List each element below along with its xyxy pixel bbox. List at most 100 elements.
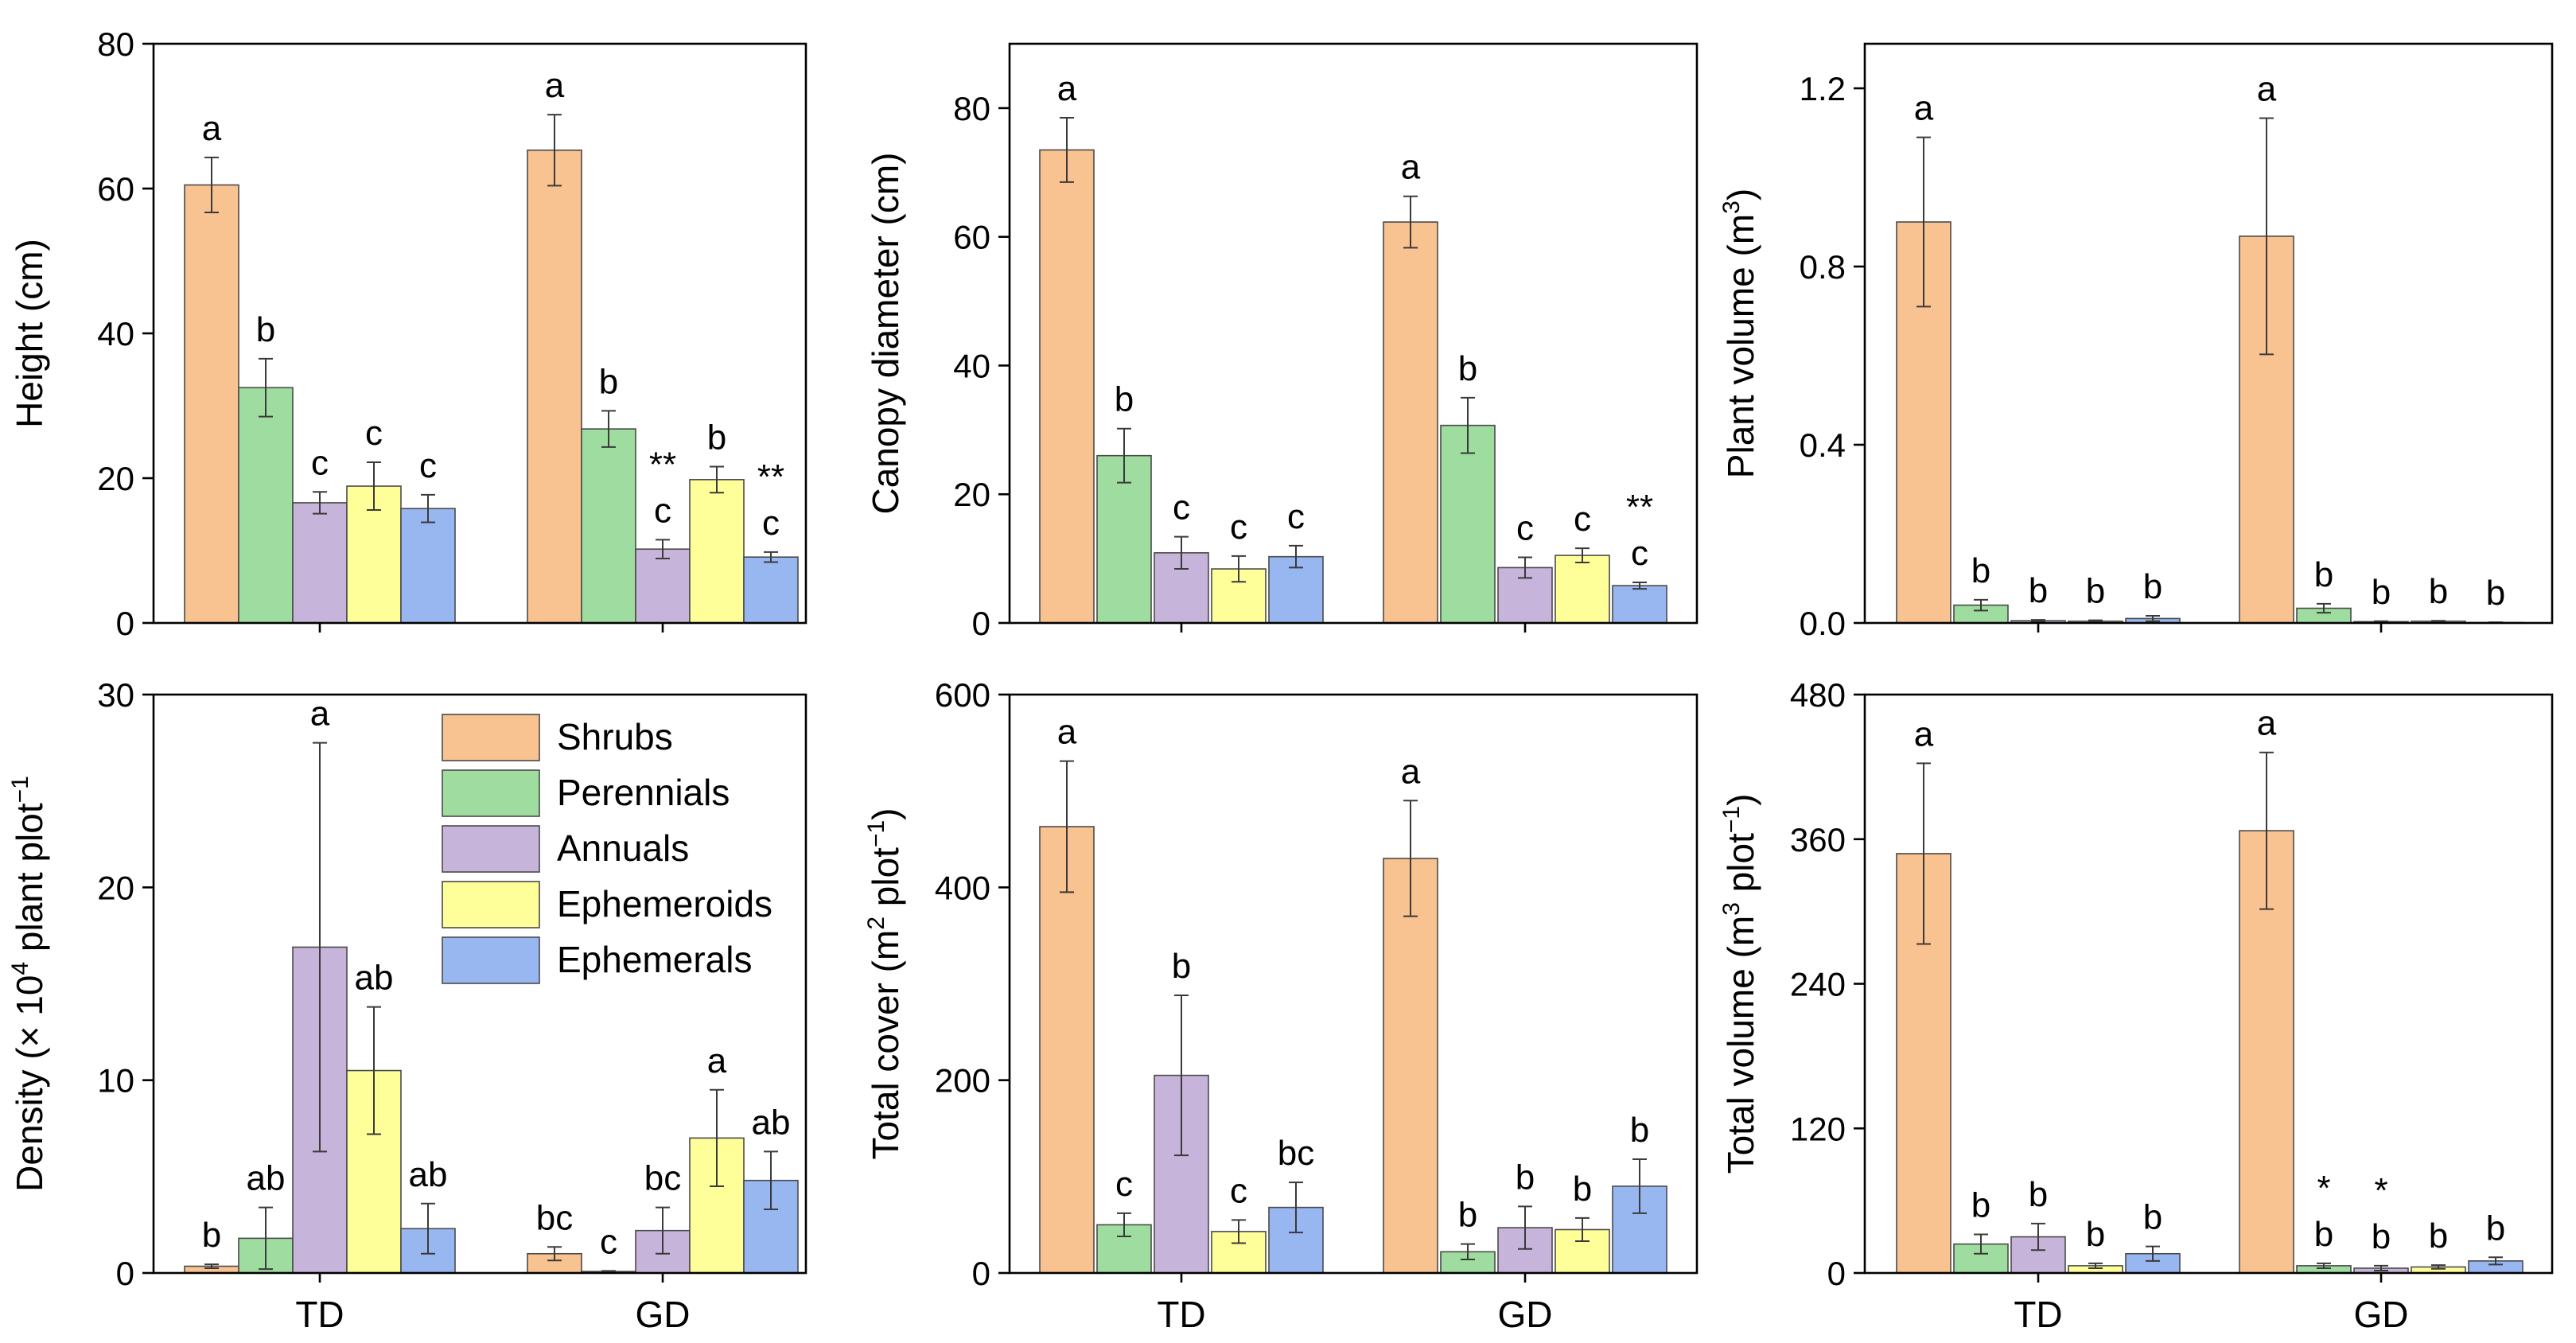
significance-letter: a [1401, 148, 1421, 187]
y-tick-label: 60 [97, 170, 134, 208]
y-axis-label-part: Total volume (m [1720, 916, 1761, 1174]
bar-annuals-td [292, 502, 348, 624]
significance-letter: c [311, 443, 329, 482]
y-axis-label: Canopy diameter (cm) [865, 152, 906, 514]
y-tick-label: 0 [116, 605, 134, 642]
y-tick-label: 0 [972, 605, 990, 642]
significance-letter: c [1230, 1171, 1247, 1210]
y-tick-label: 20 [97, 460, 134, 497]
panel-canopy: 0 20 40 60 80 Canopy diameter (cm) a b c c c a b c c c *… [865, 42, 1699, 642]
bar-ephemeroids-gd [1555, 555, 1610, 624]
significance-letter: ab [409, 1155, 448, 1194]
x-category-label: GD [2354, 1294, 2409, 1335]
significance-letter: a [707, 1041, 727, 1080]
y-tick-label: 0.4 [1800, 426, 1846, 464]
significance-letter: c [419, 446, 437, 485]
significance-asterisk: ** [1626, 488, 1653, 527]
significance-letter: c [1631, 534, 1648, 573]
y-tick-label: 480 [1790, 676, 1846, 714]
significance-letter: b [2314, 555, 2333, 594]
significance-letter: b [2372, 1217, 2391, 1256]
y-axis-label-part: plot [865, 847, 906, 917]
significance-letter: a [1914, 714, 1934, 753]
legend-label-ephemerals: Ephemerals [557, 939, 752, 980]
y-tick-label: 80 [953, 90, 990, 127]
significance-letter: b [1172, 947, 1191, 986]
significance-letter: b [1971, 1186, 1990, 1225]
y-axis-label-part: 3 [1718, 200, 1745, 214]
legend-swatch-shrubs [442, 714, 540, 761]
legend-label-ephemeroids: Ephemeroids [557, 883, 772, 925]
y-tick-label: 20 [97, 869, 134, 906]
x-category-label: GD [636, 1294, 691, 1335]
legend-swatch-ephemeroids [442, 881, 540, 928]
significance-letter: bc [644, 1159, 681, 1198]
significance-asterisk: ** [649, 445, 676, 484]
y-tick-label: 0 [116, 1255, 134, 1292]
y-tick-label: 0.0 [1800, 605, 1846, 642]
plot-frame [1863, 693, 2554, 1275]
significance-letter: b [1971, 551, 1990, 590]
plot-frame [1863, 42, 2554, 625]
bar-perennials-gd [1440, 424, 1496, 624]
significance-letter: b [2486, 1209, 2505, 1248]
bar-ephemerals-td [400, 508, 456, 624]
significance-letter: b [2086, 1215, 2105, 1254]
y-tick-label: 120 [1790, 1110, 1846, 1147]
legend-swatch-annuals [442, 825, 540, 873]
bar-shrubs-gd [1383, 221, 1438, 624]
significance-letter: b [1115, 380, 1134, 419]
significance-letter: a [1057, 69, 1077, 108]
y-tick-label: 200 [935, 1062, 990, 1100]
y-tick-label: 1.2 [1800, 70, 1846, 107]
significance-letter: b [2029, 571, 2048, 610]
y-axis-label-part: −1 [1718, 806, 1745, 833]
bar-ephemeroids-gd [689, 479, 745, 624]
y-tick-label: 600 [935, 676, 990, 714]
bar-shrubs-td [184, 184, 239, 624]
y-tick-label: 60 [953, 219, 990, 256]
y-tick-label: 240 [1790, 966, 1846, 1003]
plot-frame [1008, 42, 1699, 625]
y-axis-label-part: plant plot [9, 803, 50, 962]
y-axis-label-part: Total cover (m [865, 930, 906, 1160]
y-tick-label: 0.8 [1800, 248, 1846, 286]
y-tick-label: 40 [953, 347, 990, 384]
significance-letter: b [2314, 1215, 2333, 1254]
significance-letter: c [365, 414, 383, 453]
significance-letter: b [2143, 1198, 2162, 1237]
legend-label-shrubs: Shrubs [557, 716, 673, 757]
significance-letter: b [2429, 1216, 2448, 1255]
significance-letter: a [2257, 704, 2277, 743]
bar-perennials-td [1096, 454, 1152, 624]
y-axis-label-part: ) [1720, 794, 1761, 806]
significance-letter: ab [247, 1159, 286, 1198]
significance-letter: b [599, 362, 618, 401]
significance-asterisk: * [2317, 1169, 2330, 1208]
y-tick-label: 10 [97, 1062, 134, 1100]
y-axis-label-part: Canopy diameter (cm) [865, 152, 906, 514]
y-axis-label-part: Height (cm) [9, 239, 50, 428]
y-axis-label: Total cover (m2 plot−1) [863, 808, 906, 1159]
y-axis-label-part: −1 [863, 820, 889, 847]
y-tick-label: 400 [935, 869, 990, 906]
y-tick-label: 360 [1790, 821, 1846, 858]
y-axis-label: Plant volume (m3) [1718, 189, 1761, 478]
y-axis-label: Total volume (m3 plot−1) [1718, 794, 1761, 1174]
significance-letter: b [2429, 572, 2448, 611]
x-category-label: TD [295, 1294, 344, 1335]
x-category-label: TD [1157, 1294, 1205, 1335]
significance-letter: c [600, 1222, 617, 1261]
y-tick-label: 30 [97, 676, 134, 714]
y-axis-label-part: ) [1720, 189, 1761, 200]
y-axis-label-part: plot [1720, 833, 1761, 902]
significance-letter: b [2029, 1175, 2048, 1214]
significance-letter: b [1516, 1158, 1535, 1197]
y-axis-label-part: 4 [7, 962, 33, 975]
significance-letter: c [762, 504, 780, 543]
significance-asterisk: ** [757, 457, 784, 496]
significance-letter: b [707, 418, 726, 457]
y-axis-label-part: −1 [7, 776, 33, 803]
